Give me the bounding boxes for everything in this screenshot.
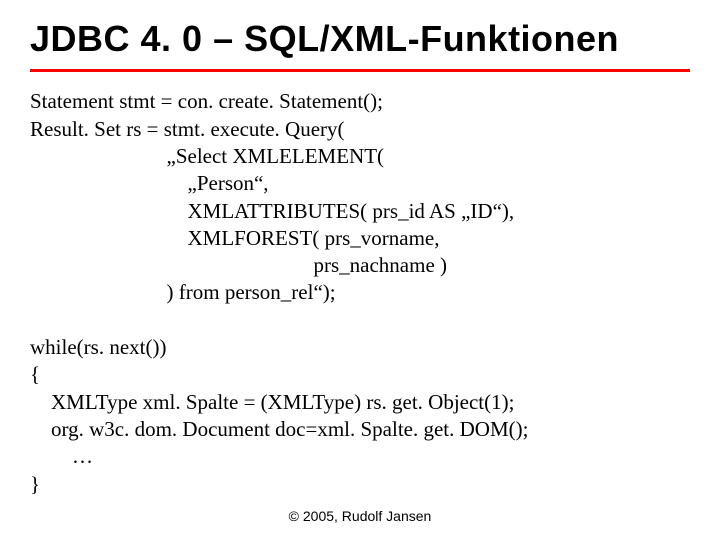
copyright-footer: © 2005, Rudolf Jansen bbox=[0, 508, 720, 524]
slide: JDBC 4. 0 – SQL/XML-Funktionen Statement… bbox=[0, 0, 720, 540]
code-block: Statement stmt = con. create. Statement(… bbox=[30, 88, 690, 497]
title-underline-rule bbox=[30, 69, 690, 72]
slide-title: JDBC 4. 0 – SQL/XML-Funktionen bbox=[30, 18, 690, 59]
